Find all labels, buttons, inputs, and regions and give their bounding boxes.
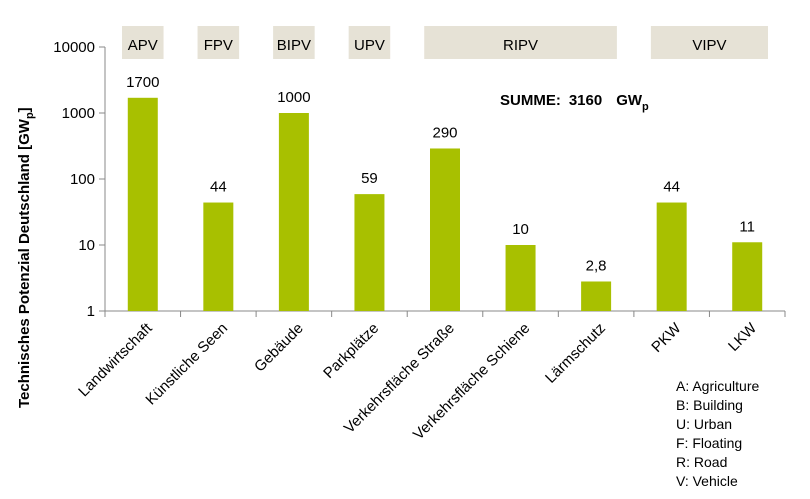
bar-value-label: 2,8 [586, 257, 607, 274]
category-label: Gebäude [251, 320, 307, 376]
category-label: Landwirtschaft [75, 319, 156, 400]
group-header-label: VIPV [692, 37, 726, 54]
bar [203, 202, 234, 311]
category-label: LKW [725, 319, 761, 355]
group-header-box [273, 26, 315, 59]
group-header-label: RIPV [503, 37, 538, 54]
legend-entry: B: Building [676, 397, 743, 413]
group-header-label: FPV [204, 37, 233, 54]
legend-entry: A: Agriculture [676, 378, 759, 394]
bar-value-label: 10 [512, 221, 529, 238]
group-header-label: UPV [354, 37, 385, 54]
bar [656, 202, 687, 311]
category-label: Parkplätze [320, 320, 382, 382]
bar [581, 281, 612, 311]
bar-value-label: 1700 [126, 74, 159, 91]
category-label: PKW [648, 319, 685, 356]
bars: 1700 44 1000 59 290 10 2,8 44 11 [124, 72, 763, 311]
group-header-box [650, 26, 768, 59]
bar-value-label: 44 [663, 179, 680, 196]
bar-value-label: 1000 [277, 89, 310, 106]
y-tick-label: 10 [78, 237, 95, 254]
group-header-label: BIPV [277, 37, 311, 54]
legend: A: Agriculture B: Building U: Urban F: Floa… [676, 378, 759, 489]
y-tick-label: 1000 [62, 105, 95, 122]
legend-entry: U: Urban [676, 416, 732, 432]
legend-entry: R: Road [676, 454, 727, 470]
bar-value-label: 11 [739, 218, 755, 235]
group-headers: APV FPV BIPV UPV RIPV VIPV [122, 26, 768, 59]
y-axis-title: Technisches Potenzial Deutschland [GWp] [16, 107, 36, 408]
category-label: Lärmschutz [542, 320, 609, 387]
group-header-label: APV [128, 37, 158, 54]
y-tick-label: 1 [87, 303, 95, 320]
bar [278, 113, 309, 311]
y-tick-label: 100 [70, 171, 95, 188]
category-label: Künstliche Seen [142, 320, 231, 409]
bar [732, 242, 763, 311]
legend-entry: F: Floating [676, 435, 742, 451]
bar [505, 245, 536, 311]
bar-value-label: 44 [210, 179, 227, 196]
group-header-box [122, 26, 164, 59]
bar [354, 194, 385, 311]
legend-entry: V: Vehicle [676, 473, 738, 489]
bar-value-label: 290 [432, 124, 457, 141]
y-tick-label: 10000 [53, 39, 95, 56]
bar-value-label: 59 [361, 170, 378, 187]
group-header-box [348, 26, 391, 59]
group-header-box [424, 26, 617, 59]
bar [127, 97, 158, 311]
summary-total: SUMME: 3160 GWp [500, 92, 649, 113]
group-header-box [197, 26, 240, 59]
bar [430, 148, 460, 311]
